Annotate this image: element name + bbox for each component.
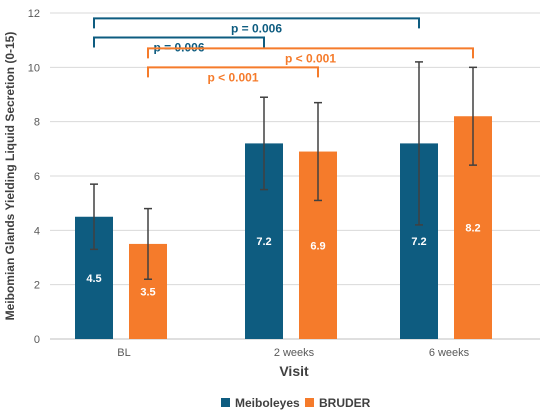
legend-label-meiboleyes: Meiboleyes bbox=[235, 396, 300, 410]
y-tick-label: 2 bbox=[34, 280, 40, 292]
x-axis-tick-labels: BL 2 weeks 6 weeks bbox=[117, 347, 469, 359]
y-tick-label: 10 bbox=[28, 62, 40, 74]
y-tick-label: 6 bbox=[34, 171, 40, 183]
data-label: 3.5 bbox=[140, 286, 155, 298]
y-tick-label: 0 bbox=[34, 334, 40, 346]
data-labels: 4.5 7.2 7.2 3.5 6.9 8.2 bbox=[86, 223, 480, 299]
significance-bracket bbox=[93, 36, 265, 48]
bars bbox=[75, 116, 492, 339]
data-label: 7.2 bbox=[256, 236, 271, 248]
x-axis-title: Visit bbox=[279, 363, 309, 379]
error-bars bbox=[90, 61, 477, 280]
data-label: 7.2 bbox=[411, 236, 426, 248]
significance-bracket bbox=[147, 66, 319, 78]
legend: Meiboleyes BRUDER bbox=[221, 396, 371, 410]
legend-label-bruder: BRUDER bbox=[319, 396, 371, 410]
y-axis-tick-labels: 0 2 4 6 8 10 12 bbox=[28, 8, 40, 346]
data-label: 4.5 bbox=[86, 273, 101, 285]
legend-swatch-bruder bbox=[305, 398, 314, 407]
y-axis-title: Meibomian Glands Yielding Liquid Secreti… bbox=[3, 32, 17, 321]
legend-swatch-meiboleyes bbox=[221, 398, 230, 407]
x-tick-label: 2 weeks bbox=[274, 347, 315, 359]
significance-bracket bbox=[93, 17, 420, 29]
significance-bracket bbox=[147, 47, 474, 59]
data-label: 6.9 bbox=[310, 240, 325, 252]
data-label: 8.2 bbox=[465, 223, 480, 235]
y-tick-label: 4 bbox=[34, 225, 40, 237]
p-value-label: p < 0.001 bbox=[207, 70, 258, 84]
y-tick-label: 8 bbox=[34, 117, 40, 129]
x-tick-label: 6 weeks bbox=[429, 347, 470, 359]
x-tick-label: BL bbox=[117, 347, 130, 359]
y-tick-label: 12 bbox=[28, 8, 40, 20]
p-value-label: p = 0.006 bbox=[231, 21, 282, 35]
p-value-label: p < 0.001 bbox=[285, 51, 336, 65]
